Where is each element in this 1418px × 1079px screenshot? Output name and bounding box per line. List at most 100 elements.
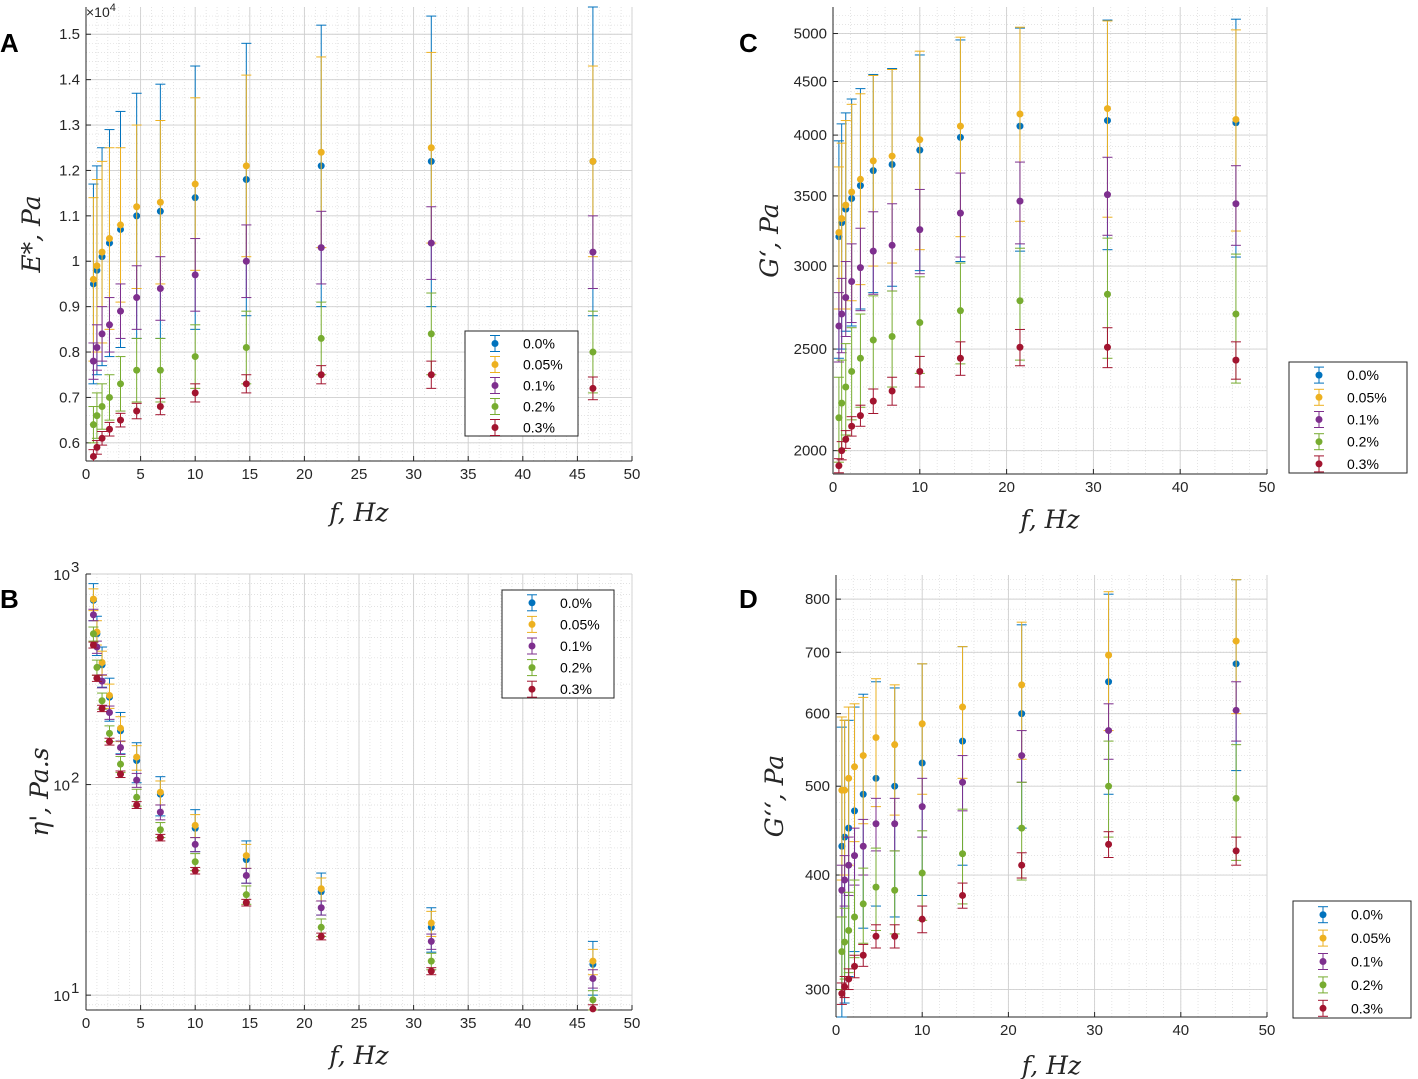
data-point — [89, 630, 97, 638]
x-tick-label: 50 — [624, 466, 641, 483]
data-point — [918, 869, 926, 877]
data-point — [191, 867, 199, 875]
data-point — [89, 421, 97, 429]
y-tick-label: 10 — [53, 567, 70, 584]
legend-label: 0.05% — [523, 357, 563, 373]
data-point — [869, 397, 877, 405]
legend-label: 0.3% — [1347, 456, 1379, 472]
data-point — [93, 262, 101, 270]
data-point — [156, 403, 164, 411]
data-point — [317, 334, 325, 342]
y-tick-label: 400 — [805, 867, 830, 884]
data-point — [841, 786, 849, 794]
data-point — [427, 144, 435, 152]
data-point — [117, 760, 125, 768]
legend-marker — [1315, 460, 1323, 468]
x-axis-label: f, Hz — [327, 498, 389, 527]
major-grid — [832, 7, 1268, 474]
data-point — [89, 275, 97, 283]
data-point — [891, 932, 899, 940]
data-point — [851, 962, 859, 970]
series-3 — [88, 626, 598, 1011]
data-point — [916, 319, 924, 327]
legend-label: 0.0% — [523, 336, 555, 352]
data-point — [859, 752, 867, 760]
y-tick-label: 4000 — [794, 127, 827, 144]
data-point — [845, 926, 853, 934]
data-point — [891, 820, 899, 828]
data-point — [1018, 752, 1026, 760]
series-3 — [836, 740, 1242, 991]
panel-letter: A — [0, 28, 19, 58]
legend: 0.0% 0.05% 0.1% 0.2% 0.3% — [1292, 900, 1412, 1019]
x-tick-label: 45 — [569, 466, 586, 483]
data-point — [1105, 727, 1113, 735]
data-point — [105, 738, 113, 746]
y-tick-label: 300 — [805, 982, 830, 999]
data-point — [191, 840, 199, 848]
legend-box — [464, 330, 579, 437]
data-point — [317, 148, 325, 156]
data-point — [242, 891, 250, 899]
series-4 — [88, 360, 598, 461]
y-exponent-label: ×104 — [86, 2, 116, 20]
data-point — [98, 697, 106, 705]
series-1 — [88, 588, 598, 976]
legend-label: 0.2% — [1347, 434, 1379, 450]
x-tick-label: 20 — [1000, 1022, 1017, 1039]
data-point — [959, 891, 967, 899]
data-point — [105, 691, 113, 699]
legend-marker — [491, 361, 499, 368]
data-point — [1232, 847, 1240, 855]
data-point — [835, 322, 843, 330]
data-point — [1232, 637, 1240, 645]
data-point — [89, 452, 97, 460]
legend-marker — [491, 403, 499, 410]
data-point — [851, 763, 859, 771]
legend-label: 0.2% — [523, 399, 555, 415]
legend-marker — [491, 340, 499, 347]
data-point — [918, 915, 926, 923]
data-point — [838, 990, 846, 998]
legend-marker — [491, 424, 499, 431]
data-point — [98, 434, 106, 442]
data-point — [427, 371, 435, 379]
data-point — [838, 215, 846, 223]
y-tick-label: 1.1 — [59, 208, 80, 225]
data-point — [851, 913, 859, 921]
x-tick-label: 0 — [82, 466, 90, 483]
y-tick-label: 1.5 — [59, 26, 80, 43]
data-point — [869, 247, 877, 255]
data-point — [242, 380, 250, 388]
data-point — [191, 180, 199, 188]
x-axis-label: f, Hz — [1018, 505, 1080, 534]
data-point — [848, 422, 856, 430]
data-point — [956, 122, 964, 130]
data-point — [1016, 110, 1024, 118]
data-point — [589, 1005, 597, 1013]
data-point — [1103, 343, 1111, 351]
data-point — [848, 188, 856, 196]
y-tick-label: 3000 — [794, 258, 827, 275]
data-point — [156, 198, 164, 206]
y-tick-label: 0.8 — [59, 344, 80, 361]
data-point — [956, 307, 964, 315]
data-point — [89, 357, 97, 365]
legend-marker — [1315, 438, 1323, 446]
y-tick-label: 10 — [53, 988, 70, 1005]
x-tick-label: 50 — [1259, 1022, 1276, 1039]
data-point — [191, 271, 199, 279]
data-point — [93, 674, 101, 682]
data-point — [872, 883, 880, 891]
legend-marker — [528, 685, 536, 693]
data-point — [851, 852, 859, 860]
data-point — [835, 228, 843, 236]
y-tick-label: 700 — [805, 644, 830, 661]
data-point — [916, 226, 924, 234]
legend-marker — [1319, 958, 1327, 965]
data-point — [117, 743, 125, 751]
data-point — [869, 336, 877, 344]
legend: 0.0% 0.05% 0.1% 0.2% 0.3% — [1288, 361, 1408, 474]
data-point — [427, 967, 435, 975]
